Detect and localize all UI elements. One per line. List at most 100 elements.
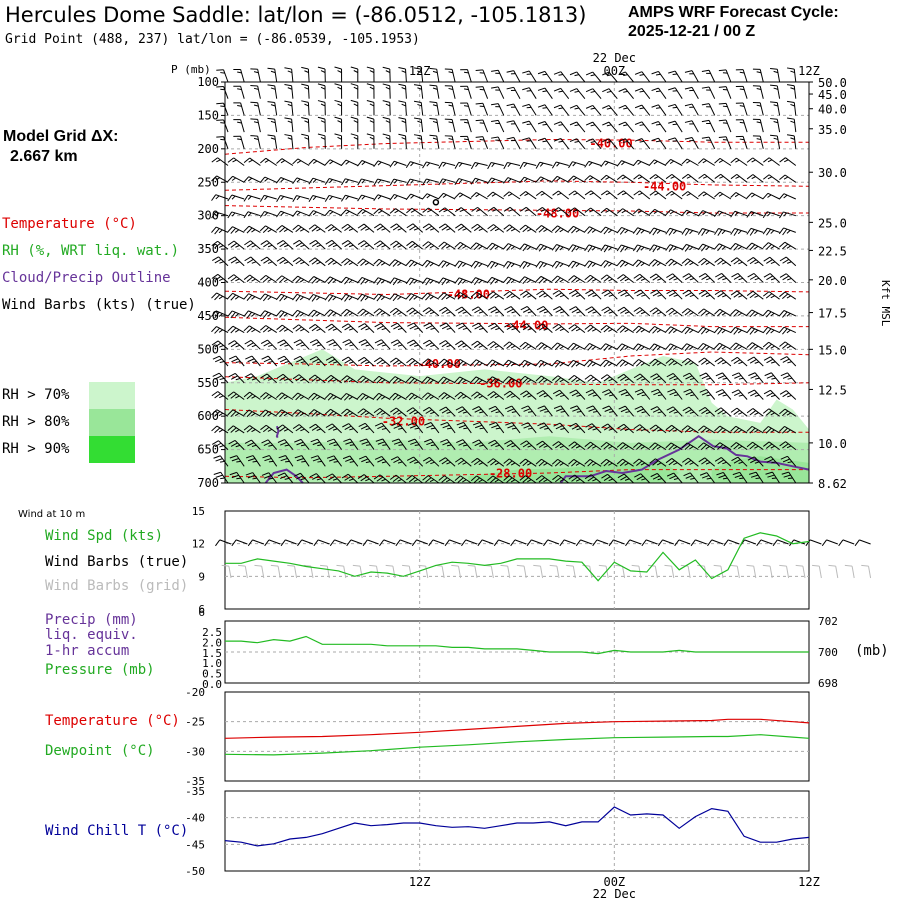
wind-barb	[439, 340, 456, 350]
time-label-12z-end-bottom: 12Z	[798, 875, 820, 889]
wind-barb	[746, 326, 764, 335]
legend-rh90-label: RH > 90%	[2, 441, 70, 457]
wind-barb	[519, 224, 537, 233]
wind-barb	[244, 240, 261, 250]
time-height-frame	[224, 81, 810, 484]
wind-barb	[600, 260, 618, 268]
wind-barbs-main	[211, 66, 797, 484]
wind-barb	[373, 178, 391, 186]
wind-barb	[503, 341, 521, 350]
wind-barb	[233, 85, 245, 99]
wind-barb	[406, 456, 424, 467]
wind-barb	[373, 277, 391, 286]
wind-barb	[211, 391, 229, 400]
wind-barb	[221, 564, 232, 579]
wind-barb	[422, 178, 440, 186]
wind-barb	[373, 308, 391, 317]
wind-barb	[602, 138, 618, 150]
wind-barb	[455, 406, 472, 417]
kft-tick-label: 10.0	[818, 437, 847, 451]
precip-liq-label: liq. equiv.	[45, 627, 138, 643]
wind-barb	[600, 207, 618, 217]
wind-barb	[488, 306, 505, 317]
wind-barb	[460, 119, 472, 133]
wind-speed-line	[225, 532, 810, 582]
date-label-bottom: 22 Dec	[593, 887, 636, 900]
wind-barb	[772, 539, 789, 547]
wind-barb	[341, 375, 359, 384]
wind-barb	[472, 421, 489, 434]
wind-barb	[308, 177, 326, 185]
wind-barb	[681, 243, 699, 252]
wind-barb	[211, 409, 229, 417]
model-grid-label: Model Grid ΔX:	[3, 128, 119, 145]
wind-barb	[293, 339, 310, 350]
precip-accum-label: 1-hr accum	[45, 643, 130, 659]
wind-barb	[429, 101, 440, 116]
wind-barb	[649, 325, 667, 334]
wind-barb	[731, 389, 748, 400]
wind-barb	[406, 207, 423, 217]
wind-barb	[294, 455, 310, 467]
wind-barb	[651, 104, 667, 116]
wind-barb	[633, 273, 651, 283]
wind-barb	[391, 438, 407, 450]
wind-barb	[730, 356, 748, 367]
wind-barb	[357, 408, 375, 417]
wind-barb	[681, 173, 699, 183]
wind-barb	[537, 87, 553, 99]
wind-barb	[424, 438, 440, 450]
wind-barb	[681, 308, 699, 317]
wind-barb	[552, 323, 570, 333]
wind-barb	[454, 192, 472, 200]
wind-barb	[600, 244, 618, 253]
wind-barb	[308, 210, 326, 217]
temperature-contour	[224, 180, 810, 191]
wind-barb	[301, 100, 310, 116]
wind-barb	[504, 323, 521, 333]
wind-barb	[617, 373, 634, 384]
wind-barb	[600, 374, 618, 384]
wind-barb	[684, 120, 699, 133]
pressure-unit-label: (mb)	[855, 643, 889, 659]
wind-barb	[470, 242, 488, 250]
wind-barb	[259, 293, 277, 302]
wind-barb	[487, 224, 505, 233]
wind-barb	[698, 289, 716, 300]
wind-barb	[276, 225, 294, 233]
wind-barb	[460, 85, 472, 99]
temperature-contour-label: -36.00	[479, 376, 522, 390]
wind-barb	[649, 458, 667, 467]
wind-barb	[537, 405, 553, 417]
temperature-contour	[224, 288, 810, 296]
wind-barb	[373, 208, 391, 217]
wind-barb	[245, 355, 261, 367]
wind-barb	[616, 343, 634, 352]
wind-barb	[340, 293, 358, 302]
wind-barb	[317, 116, 326, 133]
wind-barb	[665, 173, 683, 183]
wind-barb	[358, 455, 375, 467]
wind-barb	[454, 178, 472, 185]
wind-barb	[379, 539, 396, 547]
kft-tick-label: 45.0	[818, 88, 847, 102]
wind-barb	[602, 121, 618, 133]
wind-barb	[260, 240, 278, 250]
wind-barb	[429, 117, 440, 133]
precip-ytick-label: 2.0	[202, 636, 222, 649]
wind-barb	[747, 389, 764, 400]
wind-barb	[535, 375, 553, 384]
wind-barb	[292, 309, 310, 318]
pressure-tick-label: 350	[197, 242, 219, 256]
wind-barb	[651, 70, 667, 83]
wind-ytick-label: 9	[198, 570, 205, 583]
wind-barb	[342, 339, 359, 350]
wind-barb	[382, 133, 391, 149]
wind-barb	[350, 133, 359, 149]
wind-barb	[682, 372, 699, 384]
wind-barb	[634, 104, 651, 116]
wind-barb	[698, 191, 715, 200]
wind-barb	[521, 422, 537, 434]
wind-barb	[460, 102, 472, 116]
wind-barb	[340, 159, 359, 166]
